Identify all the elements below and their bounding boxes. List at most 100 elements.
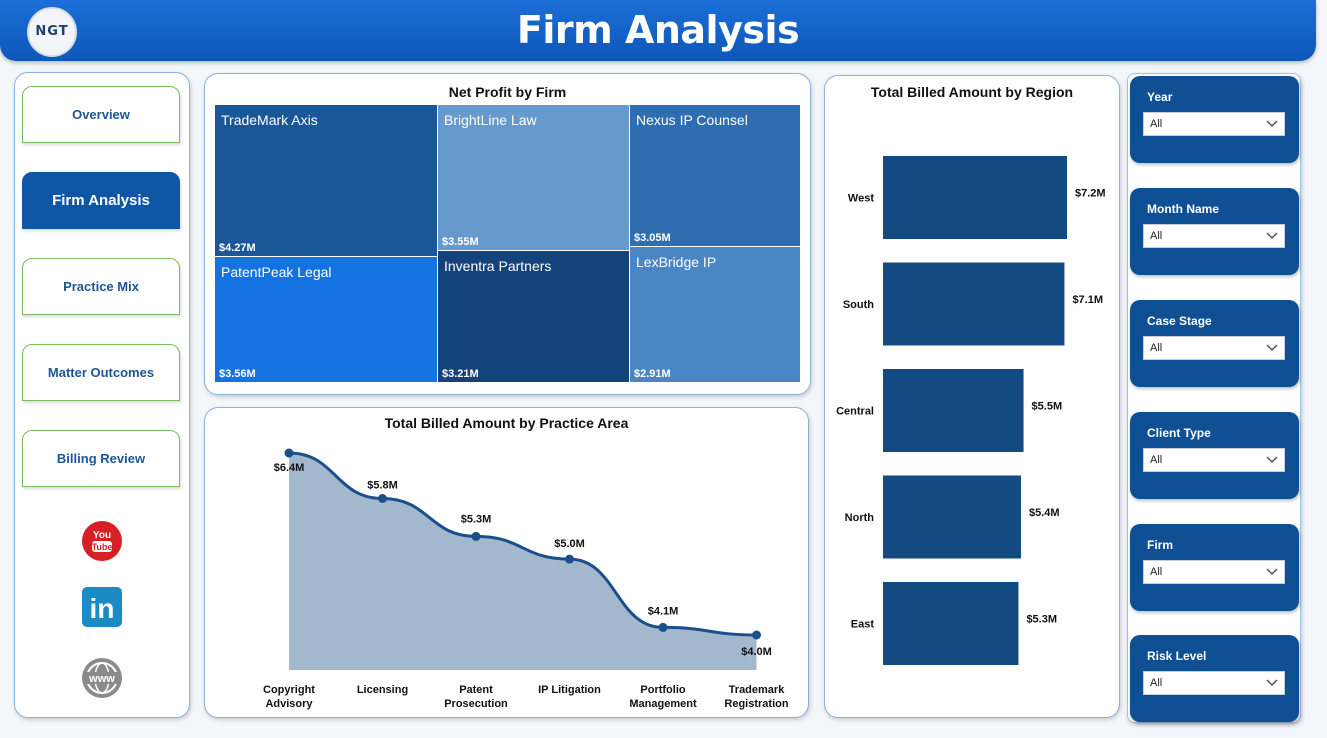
dropdown-value: All [1150,230,1163,242]
filter-risk-level: Risk Level All [1130,635,1299,722]
x-tick-label: Prosecution [444,698,508,710]
nav-button-firm-analysis[interactable]: Firm Analysis [22,172,180,229]
treemap-tile-inventra-partners[interactable]: Inventra Partners $3.21M [438,251,629,382]
dropdown-value: All [1150,566,1163,578]
treemap-tile-brightline-law[interactable]: BrightLine Law $3.55M [438,105,629,250]
data-point [378,494,387,503]
svg-text:in: in [90,593,115,624]
area-line [288,451,757,637]
bar [883,475,1021,559]
data-point [658,622,668,632]
www-globe-icon[interactable]: www [81,657,123,699]
bar [883,369,1024,452]
month-name-dropdown[interactable]: All [1143,224,1285,248]
filter-label: Year [1147,90,1173,104]
x-tick-label: Registration [724,698,788,710]
x-tick-label: Portfolio [640,684,685,696]
tile-value: $3.05M [634,232,671,244]
data-label: $7.2M [1075,188,1106,200]
y-tick-label: South [843,299,874,311]
data-label: $5.5M [1032,401,1063,413]
filter-label: Firm [1147,538,1174,552]
y-tick-label: East [851,619,875,631]
x-tick-label: Advisory [265,698,313,710]
tile-value: $3.56M [219,368,256,380]
dropdown-value: All [1150,342,1163,354]
filter-case-stage: Case Stage All [1130,300,1299,387]
chevron-down-icon [1266,120,1278,127]
year-dropdown[interactable]: All [1143,112,1285,136]
svg-text:Tube: Tube [92,542,113,552]
tile-name: Nexus IP Counsel [636,112,748,128]
x-tick-label: Licensing [357,684,408,696]
data-label: $5.3M [1026,614,1057,626]
youtube-icon[interactable]: You Tube [81,520,123,562]
tile-value: $4.27M [219,242,256,254]
area-fill [289,453,757,670]
treemap-title: Net Profit by Firm [448,84,567,100]
tile-name: Inventra Partners [444,258,552,274]
y-tick-label: North [845,512,875,524]
chevron-down-icon [1266,344,1278,351]
svg-text:www: www [88,673,115,685]
filter-label: Client Type [1147,426,1211,440]
bar [883,156,1067,239]
treemap-tile-trademark-axis[interactable]: TradeMark Axis $4.27M [215,105,437,256]
data-label: $5.3M [461,513,492,525]
data-point [752,630,761,640]
filters-panel [1127,73,1301,723]
filter-year: Year All [1130,76,1299,163]
treemap-tile-nexus-ip-counsel[interactable]: Nexus IP Counsel $3.05M [630,105,800,246]
logo-text: NGT [35,24,69,39]
data-label: $6.4M [274,462,305,474]
company-logo[interactable]: NGT [27,7,77,57]
header-bar: NGT Firm Analysis [0,0,1316,61]
filter-month-name: Month Name All [1130,188,1299,275]
x-tick-label: Copyright [263,684,315,696]
nav-button-practice-mix[interactable]: Practice Mix [22,258,180,315]
x-tick-label: Management [629,698,697,710]
dropdown-value: All [1150,454,1163,466]
y-tick-label: West [848,193,874,205]
filter-label: Month Name [1147,202,1219,216]
net-profit-treemap-card: Net Profit by Firm TradeMark Axis $4.27M… [204,73,811,395]
data-label: $4.0M [741,646,772,658]
linkedin-icon[interactable]: in [81,586,123,628]
bar-chart: West $7.2M South $7.1M Central $5.5M North $5.4… [836,156,1106,665]
chevron-down-icon [1266,679,1278,686]
client-type-dropdown[interactable]: All [1143,448,1285,472]
tile-name: BrightLine Law [444,112,537,128]
x-tick-label: Patent [459,684,493,696]
filter-firm: Firm All [1130,524,1299,611]
nav-button-matter-outcomes[interactable]: Matter Outcomes [22,344,180,401]
data-point [284,448,294,458]
chevron-down-icon [1266,456,1278,463]
data-label: $4.1M [648,605,679,617]
firm-dropdown[interactable]: All [1143,560,1285,584]
bar [883,582,1019,665]
navigation-panel: Overview Firm Analysis Practice Mix Matt… [14,72,190,718]
data-label: $5.0M [554,538,585,550]
risk-level-dropdown[interactable]: All [1143,671,1285,695]
dropdown-value: All [1150,677,1163,689]
chevron-down-icon [1266,232,1278,239]
region-bar-chart-card: Total Billed Amount by Region West $7.2M S… [824,75,1120,718]
data-label: $5.8M [367,480,398,492]
data-point [565,554,574,564]
data-point [471,531,481,541]
treemap-tile-lexbridge-ip[interactable]: LexBridge IP $2.91M [630,247,800,382]
nav-button-overview[interactable]: Overview [22,86,180,143]
dropdown-value: All [1150,118,1163,130]
nav-button-billing-review[interactable]: Billing Review [22,430,180,487]
area-chart-title: Total Billed Amount by Practice Area [384,415,629,431]
x-tick-label: IP Litigation [538,684,601,696]
bar [883,262,1065,346]
area-chart: $6.4M Copyright Advisory $5.8M Licensing $5.3… [263,448,789,710]
treemap-tile-patentpeak-legal[interactable]: PatentPeak Legal $3.56M [215,257,437,382]
tile-value: $2.91M [634,368,671,380]
practice-area-chart-card: Total Billed Amount by Practice Area $6.… [204,407,809,718]
tile-name: LexBridge IP [636,254,717,270]
tile-name: PatentPeak Legal [221,264,332,280]
case-stage-dropdown[interactable]: All [1143,336,1285,360]
x-tick-label: Trademark [729,684,786,696]
